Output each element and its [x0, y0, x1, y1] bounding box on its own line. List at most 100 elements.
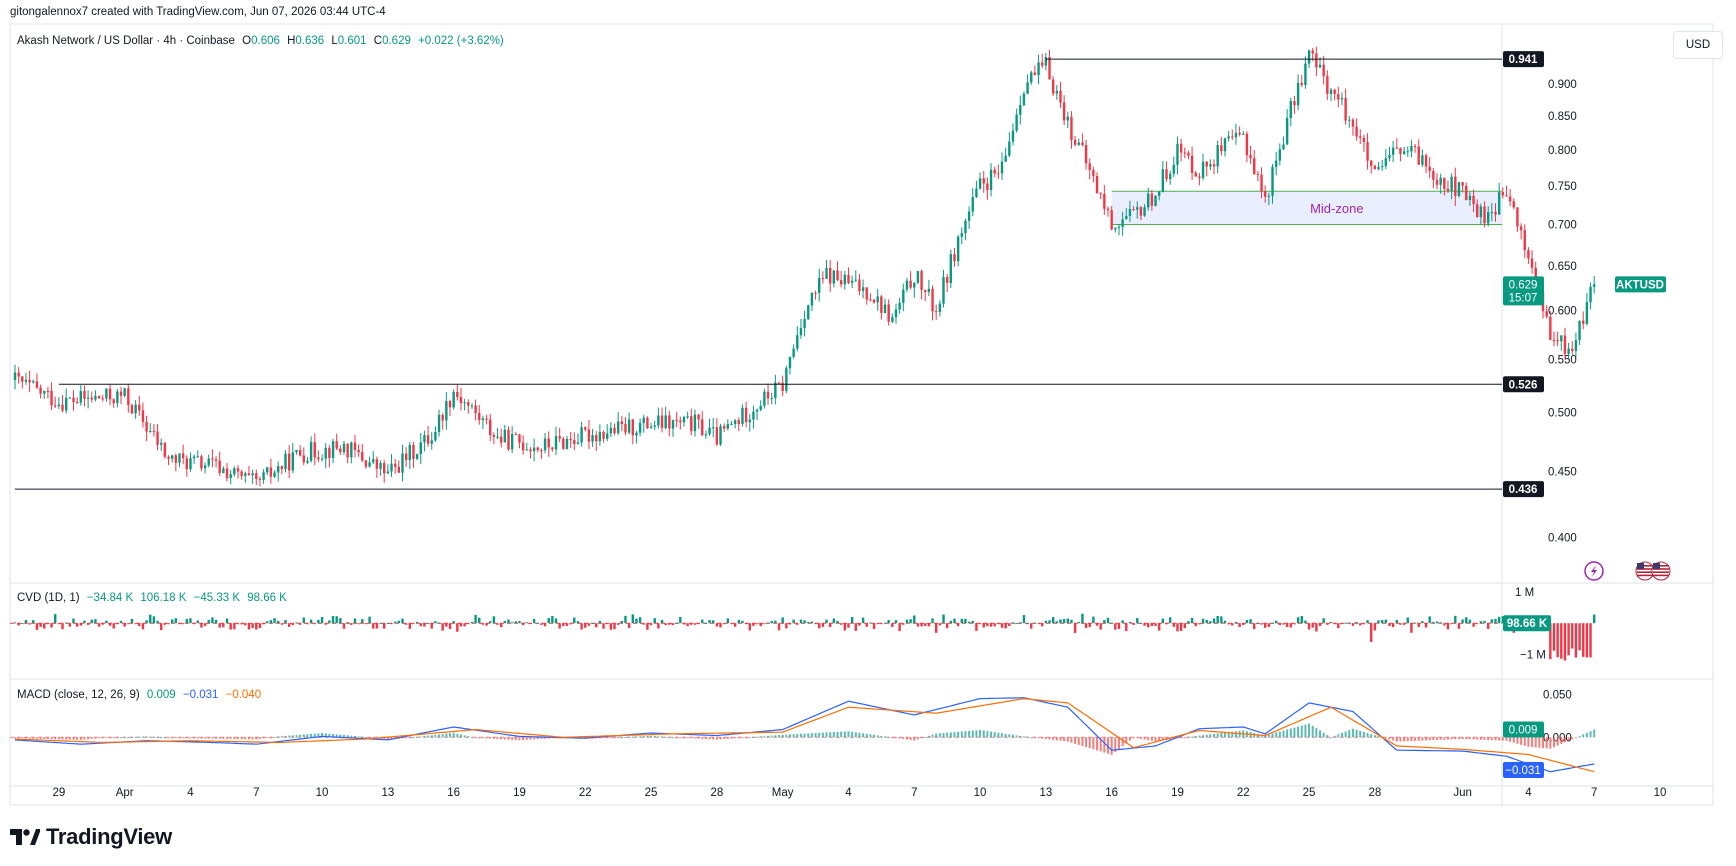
cvd-bar [1278, 623, 1282, 626]
macd-histogram-bar [251, 737, 254, 740]
cvd-bar [287, 623, 291, 627]
flag-stripe [1653, 574, 1669, 577]
macd-histogram-bar [350, 735, 353, 738]
macd-histogram-bar [1344, 731, 1347, 738]
lightning-icon[interactable] [1584, 561, 1604, 581]
cvd-bar [419, 623, 422, 627]
macd-histogram-bar [335, 734, 338, 738]
cvd-bar [1340, 623, 1344, 625]
cvd-bar [1574, 623, 1578, 658]
cvd-bar [1088, 623, 1091, 628]
candle-body [931, 288, 934, 312]
macd-histogram-bar [21, 737, 24, 739]
macd-histogram-bar [843, 731, 846, 738]
macd-histogram-bar [171, 737, 174, 739]
cvd-bar [456, 623, 459, 632]
candle-body [964, 220, 967, 234]
flag-stripe [1653, 565, 1669, 567]
signal-value: −0.031 [182, 689, 219, 701]
cvd-bar [386, 622, 390, 624]
currency-button[interactable]: USD [1673, 31, 1723, 59]
candle-body [785, 368, 788, 391]
macd-histogram-bar [204, 737, 207, 739]
cvd-bar [1304, 620, 1307, 624]
macd-histogram-bar [54, 737, 57, 740]
candle-body [1293, 101, 1296, 106]
candle-body [726, 424, 730, 429]
macd-histogram-bar [1417, 737, 1420, 741]
macd-histogram-bar [295, 735, 298, 738]
macd-histogram-bar [847, 731, 850, 738]
candle-body [1209, 164, 1212, 167]
macd-histogram-bar [1085, 737, 1088, 748]
candle-body [1157, 191, 1161, 196]
cvd-bar [905, 619, 909, 624]
cvd-bar [525, 622, 528, 624]
candle-body [317, 457, 320, 460]
cvd-bar [744, 623, 748, 625]
candle-body [474, 405, 477, 414]
cvd-bar [741, 620, 744, 624]
cvd-bar [1073, 623, 1077, 633]
candle-body [1242, 133, 1245, 135]
candle-body [200, 456, 203, 469]
macd-histogram-bar [1081, 737, 1084, 746]
candle-body [945, 277, 949, 283]
date-tick-label: 19 [513, 787, 526, 799]
macd-histogram-bar [32, 737, 35, 739]
last-price-symbol-tag[interactable] [1615, 276, 1666, 293]
cvd-bar [591, 622, 594, 624]
us-flag-icon[interactable] [1651, 561, 1671, 581]
cvd-bar [540, 623, 543, 625]
macd-histogram-bar [302, 734, 305, 738]
macd-histogram-bar [1092, 737, 1095, 750]
cvd-bar [620, 621, 624, 624]
cvd-bar [503, 620, 507, 624]
candle-body [869, 299, 872, 301]
candle-body [525, 449, 528, 451]
us-flag-icon[interactable] [1635, 561, 1655, 581]
macd-histogram-bar [810, 733, 813, 738]
cvd-bar [690, 623, 693, 625]
cvd-bar [481, 623, 485, 625]
candle-body [1413, 145, 1417, 147]
cvd-bar [847, 623, 850, 628]
candle-body [562, 438, 565, 449]
macd-histogram-bar [182, 737, 185, 739]
cvd-bar [565, 623, 569, 626]
cvd-bar [1190, 617, 1194, 624]
cvd-bar [964, 618, 967, 624]
cvd-bar [408, 623, 411, 629]
candle-body [606, 433, 609, 439]
macd-histogram-bar [975, 730, 978, 738]
candle-body [1530, 258, 1534, 268]
macd-histogram-bar [726, 737, 729, 739]
macd-histogram-bar [438, 734, 441, 738]
macd-histogram-bar [613, 737, 616, 739]
macd-histogram-bar [902, 737, 905, 739]
macd-histogram-bar [39, 737, 42, 739]
candle-body [1505, 195, 1508, 197]
macd-histogram-bar [258, 737, 261, 739]
candle-body [755, 409, 759, 412]
cvd-bar [562, 623, 565, 627]
candle-body [448, 401, 452, 408]
macd-histogram-bar [942, 732, 945, 738]
candle-body [1384, 158, 1388, 167]
cvd-bar [17, 623, 20, 626]
macd-histogram-bar [61, 737, 64, 740]
symbol-title[interactable]: Akash Network / US Dollar · 4h · Coinbas… [17, 35, 235, 47]
low-value: 0.601 [337, 35, 367, 47]
candle-body [1410, 145, 1413, 152]
candle-body [1041, 62, 1044, 66]
candle-body [123, 388, 126, 396]
candle-body [28, 379, 31, 383]
macd-histogram-bar [68, 737, 71, 740]
macd-histogram-bar [1227, 732, 1230, 738]
macd-title[interactable]: MACD (close, 12, 26, 9) [17, 689, 140, 701]
macd-histogram-bar [193, 737, 196, 739]
candle-body [825, 267, 828, 279]
cvd-title[interactable]: CVD (1D, 1) [17, 592, 80, 604]
macd-histogram-bar [814, 733, 817, 738]
